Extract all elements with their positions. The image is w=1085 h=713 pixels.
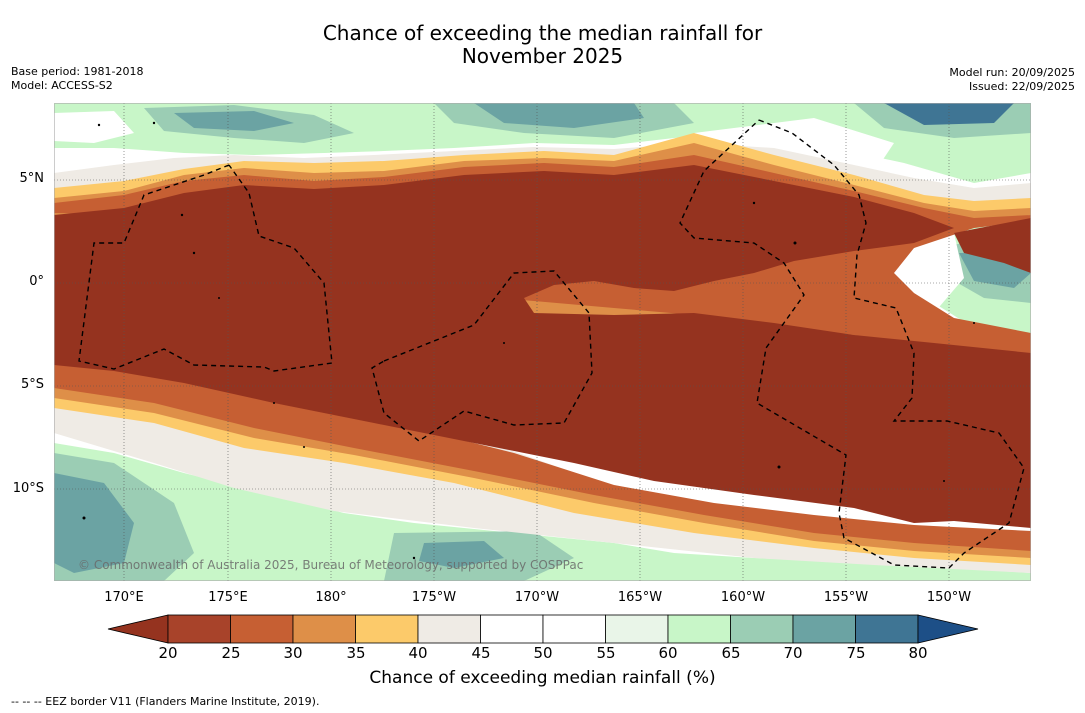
lon-label-180: 180°: [315, 590, 347, 605]
colorbar-label: Chance of exceeding median rainfall (%): [369, 668, 716, 688]
model-run: Model run: 20/09/2025: [949, 66, 1075, 79]
north-blue-patch: [884, 103, 1014, 125]
lat-label-10s: 10°S: [12, 481, 44, 496]
colorbar-tick: 30: [283, 644, 303, 662]
lon-label-170w: 170°W: [514, 590, 560, 605]
lon-label-165w: 165°W: [617, 590, 663, 605]
issued-date: Issued: 22/09/2025: [968, 80, 1075, 93]
colorbar-tick: 35: [346, 644, 366, 662]
colorbar-tick: 70: [783, 644, 803, 662]
islands: [82, 121, 975, 560]
lon-label-155w: 155°W: [823, 590, 869, 605]
north-teal-patch-4: [474, 103, 644, 128]
colorbar-segment: [292, 614, 356, 644]
north-white-patch-2: [54, 111, 134, 143]
model-name: Model: ACCESS-S2: [11, 79, 113, 92]
colorbar-tick: 45: [471, 644, 491, 662]
colorbar-segment: [230, 614, 294, 644]
lon-label-175e: 175°E: [208, 590, 248, 605]
colorbar-segment: [417, 614, 481, 644]
colorbar-tick: 25: [221, 644, 241, 662]
colorbar-tick: 60: [658, 644, 678, 662]
colorbar-tick: 40: [408, 644, 428, 662]
colorbar-segment: [667, 614, 731, 644]
south-deep-orange-band: [54, 361, 1031, 551]
copyright-credit: © Commonwealth of Australia 2025, Bureau…: [78, 558, 584, 572]
core-patch-east: [954, 218, 1031, 273]
title-line-1: Chance of exceeding the median rainfall …: [322, 21, 763, 45]
lon-label-175w: 175°W: [411, 590, 457, 605]
lon-label-150w: 150°W: [926, 590, 972, 605]
eez-footnote: -- -- -- EEZ border V11 (Flanders Marine…: [11, 695, 320, 708]
colorbar-over-arrow: [917, 614, 979, 644]
colorbar-segment: [167, 614, 231, 644]
title-line-2: November 2025: [461, 44, 624, 68]
eez-border-kiribati-central: [371, 270, 593, 442]
lat-label-5n: 5°N: [19, 171, 45, 186]
colorbar-tick: 80: [908, 644, 928, 662]
map-frame: [54, 103, 1031, 581]
colorbar-tick: 55: [596, 644, 616, 662]
base-period: Base period: 1981-2018: [11, 65, 144, 78]
south-green-band: [54, 443, 1031, 581]
colorbar-segment: [480, 614, 544, 644]
rainfall-map: [54, 103, 1031, 581]
colorbar-tick: 50: [533, 644, 553, 662]
colorbar-segment: [730, 614, 794, 644]
meta-left: Base period: 1981-2018 Model: ACCESS-S2: [11, 65, 143, 93]
colorbar-segment: [605, 614, 669, 644]
graticule: [54, 103, 1031, 581]
colorbar-tick: 65: [721, 644, 741, 662]
colorbar: [107, 614, 979, 644]
colorbar-tick: 20: [158, 644, 178, 662]
eez-borders: [78, 119, 1025, 569]
colorbar-segment: [792, 614, 856, 644]
south-dark-teal-patch: [54, 473, 134, 573]
eez-border-kiribati-west: [78, 164, 333, 372]
colorbar-under-arrow: [107, 614, 169, 644]
eez-border-kiribati-east: [679, 119, 1025, 569]
core-dark-band: [54, 165, 1031, 528]
lon-label-160w: 160°W: [720, 590, 766, 605]
map-title: Chance of exceeding the median rainfall …: [0, 22, 1085, 68]
lat-label-5s: 5°S: [20, 377, 44, 392]
colorbar-segment: [355, 614, 419, 644]
colorbar-tick: 75: [846, 644, 866, 662]
north-teal-patch-2: [174, 111, 294, 131]
colorbar-segment: [542, 614, 606, 644]
lat-label-0: 0°: [29, 274, 44, 289]
lon-label-170e: 170°E: [104, 590, 144, 605]
south-blue-patch: [419, 541, 504, 568]
meta-right: Model run: 20/09/2025 Issued: 22/09/2025: [949, 66, 1075, 94]
colorbar-segment: [855, 614, 919, 644]
